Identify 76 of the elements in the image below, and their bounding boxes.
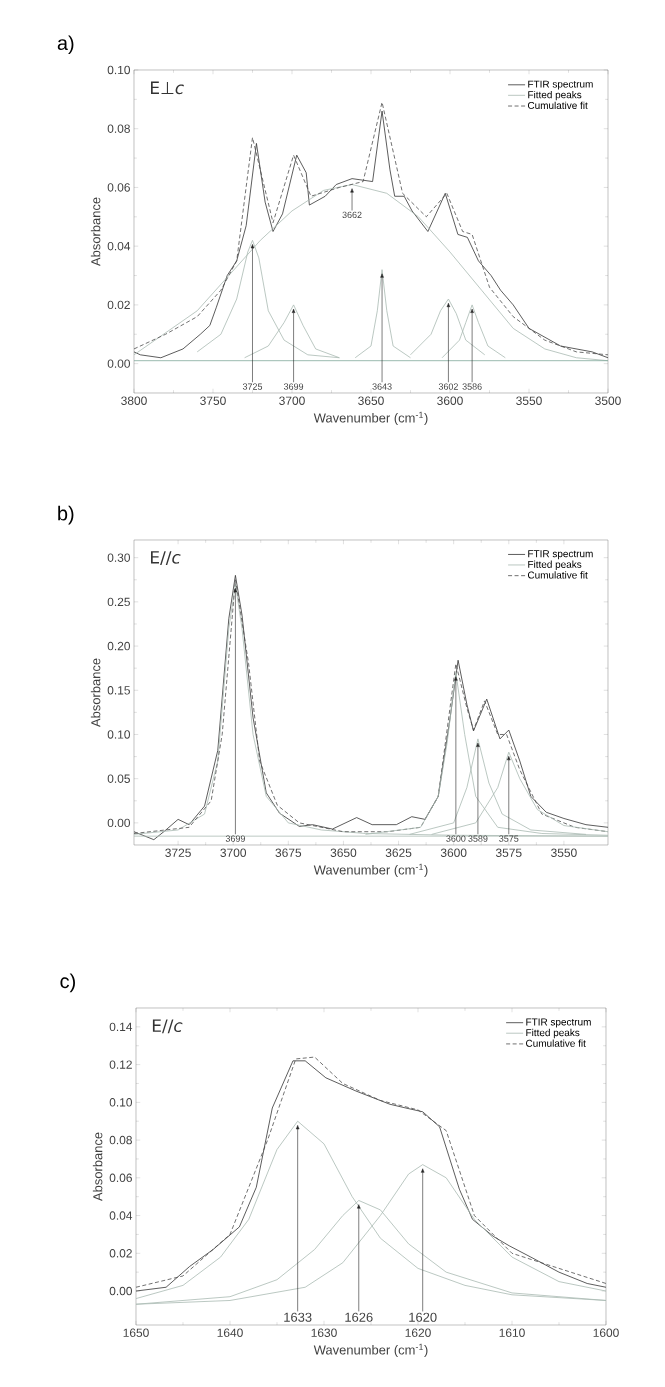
legend-label: Cumulative fit [527, 101, 588, 109]
y-tick-label: 0.30 [107, 553, 131, 562]
x-tick-label: 1650 [123, 1328, 149, 1337]
legend-label: Cumulative fit [526, 1039, 586, 1047]
y-tick-label: 0.14 [109, 1022, 133, 1032]
y-tick-label: 0.25 [107, 597, 130, 607]
x-tick-label: 3575 [495, 848, 522, 857]
x-axis-title: Wavenumber (cm$^{-1}$) [313, 411, 428, 426]
annotation: 3725 [242, 383, 263, 390]
legend-label: FTIR spectrum [528, 550, 593, 560]
x-tick-label: 3500 [595, 396, 621, 405]
annotation: 1620 [409, 1312, 437, 1322]
x-tick-label: 3550 [551, 848, 577, 857]
y-tick-label: 0.04 [107, 241, 131, 251]
y-tick-label: 0.02 [107, 300, 130, 310]
x-tick-label: 1600 [593, 1328, 619, 1337]
x-tick-label: 3550 [516, 396, 542, 405]
y-tick-label: 0.15 [107, 686, 130, 695]
y-tick-label: 0.10 [109, 1098, 133, 1107]
y-tick-label: 0.00 [107, 818, 131, 828]
x-tick-label: 3800 [121, 396, 147, 405]
annotation: 3589 [468, 835, 488, 842]
y-tick-label: 0.20 [107, 641, 131, 651]
annotation: 3699 [283, 383, 304, 390]
x-tick-label: 3700 [279, 396, 305, 405]
x-tick-label: 3650 [358, 396, 384, 405]
legend-label: Cumulative fit [527, 571, 588, 579]
legend-label: Fitted peaks [526, 1028, 580, 1039]
chart-title: c) [60, 973, 75, 993]
x-tick-label: 3600 [440, 848, 467, 857]
x-tick-label: 3750 [200, 396, 226, 405]
legend-label: Fitted peaks [528, 90, 582, 101]
x-tick-label: 1630 [311, 1328, 337, 1337]
y-tick-label: 0.06 [109, 1173, 132, 1183]
x-tick-label: 1620 [405, 1328, 431, 1337]
legend-label: FTIR spectrum [526, 1018, 591, 1028]
annotation: 3600 [446, 835, 466, 842]
y-axis-title: Absorbance [90, 197, 101, 267]
y-tick-label: 0.02 [109, 1249, 132, 1258]
x-axis-title: Wavenumber (cm$^{-1}$) [313, 863, 428, 878]
annotation: 3699 [225, 835, 245, 842]
y-tick-label: 0.10 [107, 65, 131, 75]
annotation: 3586 [462, 383, 482, 390]
annotation: 3575 [499, 835, 519, 842]
legend-label: Fitted peaks [528, 560, 582, 570]
y-tick-label: 0.08 [107, 124, 130, 133]
annotation: 1633 [284, 1312, 312, 1322]
annotation: 3602 [438, 383, 458, 390]
x-tick-label: 3625 [385, 848, 412, 857]
x-tick-label: 3725 [165, 848, 191, 857]
annotation: 3662 [342, 211, 362, 219]
chart-title: a) [57, 35, 74, 55]
x-tick-label: 3600 [437, 396, 463, 405]
annotation: E⊥c [151, 81, 184, 95]
x-tick-label: 3675 [275, 848, 302, 857]
y-tick-label: 0.04 [109, 1211, 133, 1220]
y-tick-label: 0.00 [109, 1286, 133, 1296]
legend-label: FTIR spectrum [528, 80, 593, 90]
y-tick-label: 0.00 [107, 359, 131, 368]
y-tick-label: 0.10 [107, 730, 131, 739]
y-tick-label: 0.12 [109, 1060, 132, 1069]
annotation: 1626 [345, 1312, 373, 1322]
annotation: E//c [152, 1019, 183, 1034]
x-tick-label: 1610 [499, 1328, 525, 1337]
chart-title: b) [58, 505, 74, 525]
y-tick-label: 0.05 [107, 774, 130, 783]
y-tick-label: 0.08 [109, 1135, 132, 1145]
y-axis-title: Absorbance [90, 658, 101, 728]
annotation: 3643 [372, 383, 392, 390]
y-tick-label: 0.06 [107, 183, 130, 192]
y-axis-title: Absorbance [92, 1132, 103, 1202]
x-tick-label: 3650 [330, 848, 357, 857]
x-tick-label: 1640 [217, 1328, 243, 1337]
x-tick-label: 3700 [220, 848, 247, 857]
x-axis-title: Wavenumber (cm$^{-1}$) [313, 1343, 428, 1358]
annotation: E//c [151, 551, 181, 566]
